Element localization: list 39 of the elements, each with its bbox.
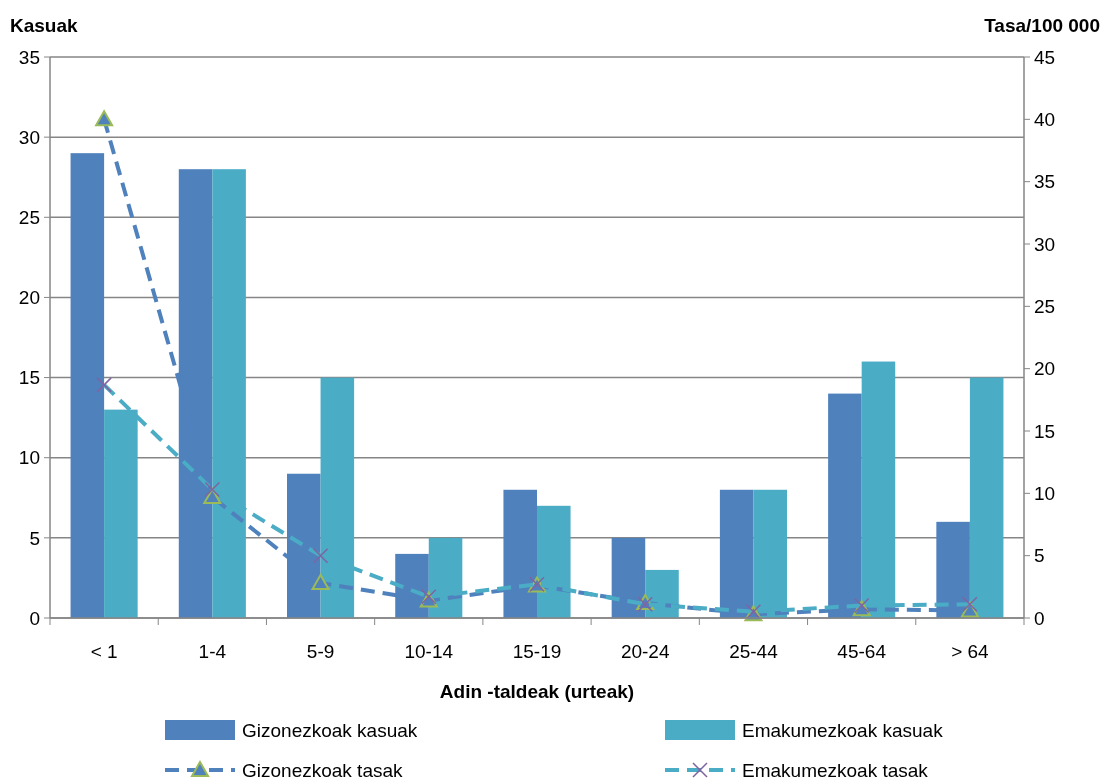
x-tick-label: < 1 [90,641,118,662]
x-tick-label: 1-4 [198,641,227,662]
y2-tick-label: 35 [1034,171,1056,193]
bar [969,377,1004,618]
y2-tick-label: 15 [1034,420,1056,442]
x-tick-label: 20-24 [620,641,670,662]
x-tick-label: 10-14 [404,641,454,662]
y-tick-label: 35 [18,46,40,68]
y2-axis-title: Tasa/100 000 [984,15,1100,36]
y2-tick-label: 0 [1034,607,1045,629]
x-tick-label: > 64 [951,641,990,662]
y-tick-label: 0 [29,607,40,629]
bar [70,153,105,618]
x-tick-label: 45-64 [837,641,887,662]
y2-tick-label: 40 [1034,108,1056,130]
y2-tick-label: 30 [1034,233,1056,255]
legend-label: Emakumezkoak kasuak [742,719,944,741]
x-tick-label: 15-19 [512,641,562,662]
y2-tick-label: 10 [1034,482,1056,504]
y2-tick-label: 45 [1034,46,1056,68]
y2-tick-label: 25 [1034,295,1056,317]
x-tick-label: 25-44 [729,641,779,662]
point [203,488,222,505]
legend-label: Gizonezkoak tasak [242,759,404,781]
y2-tick-label: 5 [1034,545,1045,567]
x-axis-title: Adin -taldeak (urteak) [439,681,635,702]
point [311,574,330,591]
y-tick-label: 20 [18,287,40,309]
legend-label: Emakumezkoak tasak [742,759,929,781]
y2-tick-label: 20 [1034,358,1056,380]
y-tick-label: 5 [29,527,40,549]
y-axis-title: Kasuak [10,15,79,36]
legend-label: Gizonezkoak kasuak [242,719,418,741]
x-tick-label: 5-9 [306,641,335,662]
y-tick-label: 10 [18,447,40,469]
y-tick-label: 25 [18,206,40,228]
y-tick-label: 30 [18,126,40,148]
point [95,110,114,127]
y-tick-label: 15 [18,367,40,389]
